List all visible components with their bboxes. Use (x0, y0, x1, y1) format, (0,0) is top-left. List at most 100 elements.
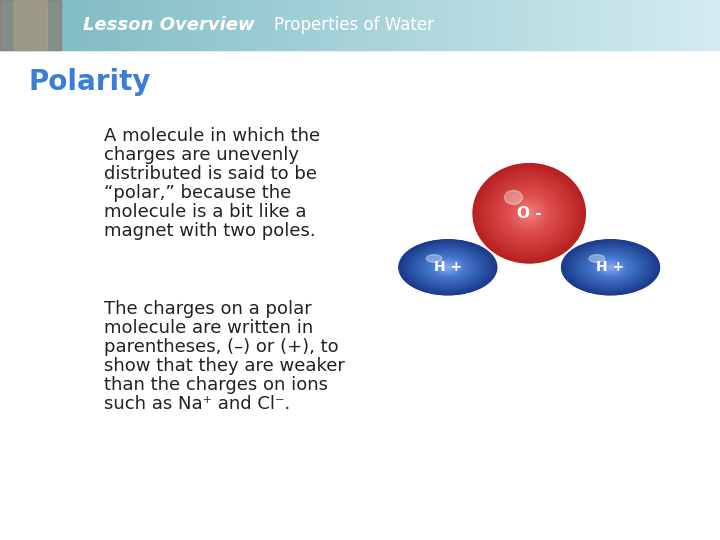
Bar (120, 0, 123, 50)
Ellipse shape (446, 267, 449, 268)
Ellipse shape (441, 264, 454, 271)
Ellipse shape (500, 188, 558, 239)
Ellipse shape (438, 262, 458, 273)
Bar (477, 0, 481, 50)
Bar (288, 0, 291, 50)
Bar (336, 0, 339, 50)
Ellipse shape (566, 242, 655, 293)
Bar (276, 0, 279, 50)
Ellipse shape (432, 258, 464, 276)
Ellipse shape (526, 211, 532, 216)
Bar (384, 0, 387, 50)
Ellipse shape (567, 243, 654, 292)
Bar (22, 0, 24, 50)
Bar (562, 0, 564, 50)
Ellipse shape (438, 261, 458, 273)
Bar (84, 0, 87, 50)
Ellipse shape (589, 255, 632, 279)
Bar (223, 0, 226, 50)
Bar (499, 0, 503, 50)
Bar (315, 0, 318, 50)
Bar (571, 0, 575, 50)
Bar (178, 0, 181, 50)
Bar (670, 0, 672, 50)
Bar (629, 0, 632, 50)
Ellipse shape (498, 185, 561, 241)
Ellipse shape (571, 245, 650, 289)
Ellipse shape (575, 247, 646, 287)
Bar (297, 0, 301, 50)
Bar (691, 0, 694, 50)
Ellipse shape (600, 261, 621, 273)
Bar (485, 0, 488, 50)
Bar (593, 0, 596, 50)
Bar (158, 0, 161, 50)
Ellipse shape (496, 184, 562, 242)
Ellipse shape (594, 258, 627, 276)
Bar (99, 0, 102, 50)
Ellipse shape (562, 240, 660, 295)
Bar (365, 0, 368, 50)
Bar (130, 0, 132, 50)
Ellipse shape (421, 252, 474, 282)
Bar (261, 0, 265, 50)
Bar (466, 0, 469, 50)
Bar (31, 0, 35, 50)
Ellipse shape (490, 179, 568, 247)
Text: such as Na⁺ and Cl⁻.: such as Na⁺ and Cl⁻. (104, 395, 291, 413)
Bar (214, 0, 217, 50)
Ellipse shape (585, 253, 636, 282)
Ellipse shape (501, 188, 557, 238)
Ellipse shape (437, 261, 459, 273)
Bar (657, 0, 661, 50)
Bar (653, 0, 656, 50)
Bar (427, 0, 431, 50)
Bar (197, 0, 200, 50)
Ellipse shape (505, 192, 553, 234)
Bar (495, 0, 498, 50)
Ellipse shape (592, 257, 629, 278)
Bar (437, 0, 440, 50)
Ellipse shape (608, 266, 613, 269)
Ellipse shape (427, 255, 469, 279)
Bar (590, 0, 593, 50)
Bar (117, 0, 121, 50)
Ellipse shape (573, 246, 648, 288)
Bar (360, 0, 363, 50)
Bar (307, 0, 310, 50)
Bar (513, 0, 517, 50)
Bar (603, 0, 606, 50)
Bar (502, 0, 505, 50)
Bar (305, 0, 308, 50)
Bar (29, 0, 32, 50)
Bar (125, 0, 128, 50)
Ellipse shape (582, 251, 639, 284)
Bar (142, 0, 145, 50)
Bar (19, 0, 22, 50)
Bar (617, 0, 620, 50)
Bar (367, 0, 370, 50)
Ellipse shape (408, 245, 488, 290)
Ellipse shape (574, 247, 647, 288)
Bar (574, 0, 577, 50)
Bar (598, 0, 600, 50)
Bar (528, 0, 531, 50)
Ellipse shape (411, 247, 485, 288)
Ellipse shape (491, 180, 567, 247)
Ellipse shape (509, 195, 549, 231)
Bar (106, 0, 109, 50)
Ellipse shape (401, 241, 495, 294)
Ellipse shape (485, 173, 574, 253)
Ellipse shape (409, 245, 487, 289)
Bar (216, 0, 219, 50)
Bar (171, 0, 174, 50)
Text: “polar,” because the: “polar,” because the (104, 184, 292, 202)
Bar (585, 0, 589, 50)
Bar (341, 0, 344, 50)
Text: Properties of Water: Properties of Water (274, 16, 433, 34)
Ellipse shape (486, 175, 572, 252)
Ellipse shape (567, 243, 654, 292)
Bar (461, 0, 464, 50)
Ellipse shape (483, 172, 575, 254)
Bar (511, 0, 514, 50)
